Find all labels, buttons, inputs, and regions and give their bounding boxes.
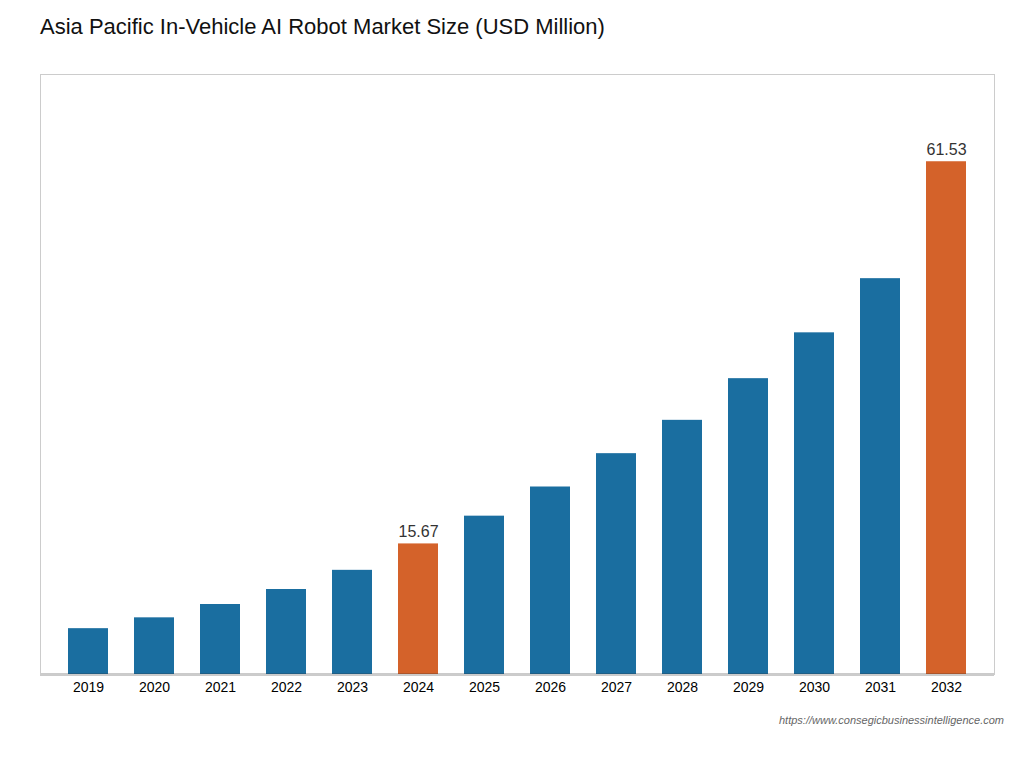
svg-text:2020: 2020 [139, 679, 170, 695]
svg-text:2023: 2023 [337, 679, 368, 695]
svg-text:2029: 2029 [733, 679, 764, 695]
svg-text:2019: 2019 [73, 679, 104, 695]
svg-text:61.53: 61.53 [926, 141, 966, 158]
svg-text:2026: 2026 [535, 679, 566, 695]
svg-text:2030: 2030 [799, 679, 830, 695]
svg-text:2028: 2028 [667, 679, 698, 695]
svg-text:2024: 2024 [403, 679, 434, 695]
svg-text:15.67: 15.67 [398, 523, 438, 540]
html-text:https://www.consegicbusinessin: https://www.consegicbusinessintelligence… [779, 714, 1004, 726]
svg-text:2025: 2025 [469, 679, 500, 695]
html-text:Asia Pacific In-Vehicle AI Rob: Asia Pacific In-Vehicle AI Robot Market … [40, 14, 605, 39]
svg-text:2022: 2022 [271, 679, 302, 695]
svg-text:2032: 2032 [931, 679, 962, 695]
svg-text:2031: 2031 [865, 679, 896, 695]
svg-text:2021: 2021 [205, 679, 236, 695]
svg-text:2027: 2027 [601, 679, 632, 695]
